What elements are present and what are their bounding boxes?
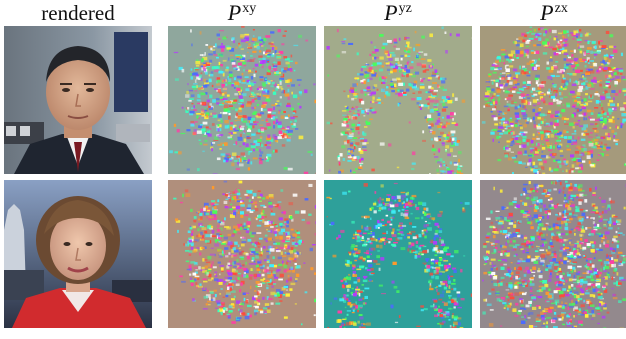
rendered-photo-man — [4, 26, 152, 174]
feature-plane-pyz-arch — [324, 180, 472, 328]
feature-texture — [326, 182, 472, 328]
column-header-pzx: Pzx — [480, 0, 626, 26]
column-header-math-sup: zx — [554, 1, 568, 16]
panel-pyz-row2 — [324, 180, 472, 328]
column-header-label: rendered — [41, 1, 115, 25]
panel-pyz-row1 — [324, 26, 472, 174]
feature-plane-pyz-arch — [324, 26, 472, 174]
column-header-math-base: P — [540, 0, 554, 25]
column-header-math-base: P — [227, 0, 242, 25]
column-header-rendered: rendered — [4, 0, 152, 26]
panel-rendered-woman — [4, 180, 152, 328]
panel-pzx-row1 — [480, 26, 626, 174]
feature-plane-pzx-blob — [480, 26, 626, 174]
rendered-photo-woman — [4, 180, 152, 328]
feature-texture — [169, 26, 316, 174]
feature-texture — [481, 26, 626, 174]
panel-rendered-man — [4, 26, 152, 174]
panel-pxy-row1 — [168, 26, 316, 174]
column-header-pxy: Pxy — [168, 0, 316, 26]
feature-plane-pxy-face — [168, 180, 316, 328]
feature-texture — [173, 180, 316, 326]
feature-plane-pxy-face — [168, 26, 316, 174]
column-header-math-sup: xy — [242, 1, 257, 16]
column-header-pyz: Pyz — [324, 0, 472, 26]
panel-pzx-row2 — [480, 180, 626, 328]
column-header-math-base: P — [384, 0, 398, 25]
feature-texture — [482, 180, 626, 328]
panel-pxy-row2 — [168, 180, 316, 328]
feature-texture — [326, 26, 472, 174]
feature-plane-pzx-blob — [480, 180, 626, 328]
column-header-math-sup: yz — [398, 1, 412, 16]
